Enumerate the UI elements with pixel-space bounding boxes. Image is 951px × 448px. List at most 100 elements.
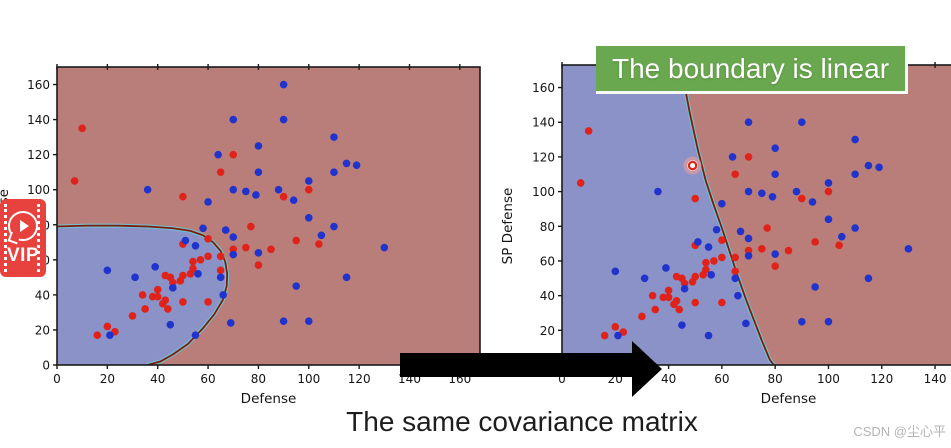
red-class-point — [196, 256, 205, 264]
red-class-point — [292, 236, 300, 245]
red-class-point — [204, 252, 212, 261]
axis-ticks: 0 20 40 60 80 100 120 140 0 20 40 60 80 100 120 140 160 — [532, 62, 947, 386]
red-class-point — [731, 253, 740, 262]
blue-class-point — [824, 215, 833, 224]
x-tick-label: 100 — [297, 372, 320, 386]
red-class-point — [651, 305, 660, 314]
highlighted-point — [683, 156, 702, 175]
red-class-point — [103, 322, 112, 331]
blue-class-point — [380, 243, 389, 252]
vip-badge[interactable]: VIP — [0, 199, 46, 277]
x-tick-label: 40 — [150, 372, 165, 386]
red-class-point — [600, 331, 609, 340]
play-bubble-icon — [7, 211, 38, 245]
x-tick-label: 80 — [768, 372, 783, 386]
series-red-class — [576, 127, 843, 340]
red-class-point — [169, 278, 177, 287]
red-class-point — [163, 305, 172, 313]
red-class-point — [304, 185, 313, 194]
blue-class-point — [330, 133, 338, 141]
red-class-point — [648, 291, 657, 300]
blue-class-point — [151, 263, 159, 271]
red-class-point — [161, 271, 170, 280]
red-class-point — [176, 277, 185, 285]
blue-class-point — [169, 284, 177, 292]
y-tick-label: 0 — [42, 359, 50, 373]
blue-class-point — [875, 163, 883, 172]
red-class-point — [204, 234, 212, 243]
blue-class-point — [342, 159, 351, 168]
red-class-point — [315, 240, 323, 248]
red-class-point — [247, 222, 255, 231]
x-axis-label: Defense — [761, 391, 817, 407]
red-class-point — [784, 246, 793, 255]
blue-class-point — [768, 192, 777, 201]
red-class-point — [229, 245, 238, 254]
red-class-point — [138, 291, 147, 299]
blue-class-point — [214, 150, 222, 159]
blue-class-point — [194, 270, 202, 278]
blue-class-point — [330, 222, 338, 231]
x-tick-label: 120 — [348, 372, 371, 386]
blue-class-point — [758, 189, 766, 198]
blue-class-point — [736, 227, 745, 236]
blue-class-point — [304, 317, 313, 325]
blue-class-point — [808, 198, 817, 206]
blue-class-point — [611, 267, 620, 276]
blue-class-point — [798, 317, 806, 326]
blue-class-point — [166, 320, 175, 329]
red-class-point — [744, 153, 753, 161]
blue-class-point — [229, 185, 238, 194]
blue-class-point — [704, 243, 713, 251]
red-class-point — [179, 298, 187, 306]
y-tick-label: 140 — [532, 116, 555, 130]
red-class-point — [279, 192, 288, 201]
y-axis-label: SP Defense — [500, 188, 516, 265]
blue-class-point — [837, 232, 846, 241]
blue-class-point — [191, 242, 200, 250]
blue-class-point — [131, 273, 139, 282]
blue-class-point — [204, 198, 212, 206]
x-tick-label: 20 — [608, 372, 623, 386]
blue-class-point — [718, 199, 726, 208]
blue-class-point — [279, 317, 288, 325]
blue-class-point — [744, 234, 753, 243]
blue-class-point — [654, 187, 662, 196]
red-class-point — [718, 236, 726, 244]
blue-class-point — [851, 170, 859, 179]
blue-class-point — [744, 251, 753, 260]
blue-class-point — [254, 168, 263, 176]
y-tick-label: 80 — [540, 220, 555, 234]
blue-class-point — [798, 118, 806, 127]
blue-class-point — [728, 153, 737, 161]
x-tick-label: 0 — [53, 372, 61, 386]
x-tick-label: 120 — [870, 372, 893, 386]
red-class-point — [229, 150, 238, 159]
red-class-point — [710, 257, 718, 265]
red-class-point — [664, 293, 673, 302]
blue-class-point — [824, 179, 833, 187]
blue-class-point — [811, 283, 819, 291]
blue-class-point — [254, 142, 263, 150]
blue-class-point — [221, 226, 230, 234]
blue-class-point — [254, 249, 263, 257]
blue-class-point — [226, 319, 235, 327]
blue-class-point — [229, 250, 238, 259]
csdn-watermark: CSDN @尘心平 — [853, 424, 946, 439]
blue-class-point — [824, 317, 833, 326]
red-class-point — [638, 312, 646, 321]
red-class-point — [153, 292, 162, 301]
series-blue-class — [611, 83, 913, 340]
red-class-point — [93, 331, 102, 340]
blue-class-point — [292, 282, 300, 290]
blue-class-point — [191, 331, 200, 340]
x-tick-label: 60 — [714, 372, 729, 386]
blue-class-point — [143, 185, 152, 194]
blue-class-point — [744, 187, 753, 196]
blue-class-point — [694, 238, 702, 246]
blue-class-point — [304, 177, 313, 185]
red-class-point — [718, 298, 726, 307]
x-tick-label: 140 — [924, 372, 947, 386]
decision-regions — [562, 65, 951, 365]
